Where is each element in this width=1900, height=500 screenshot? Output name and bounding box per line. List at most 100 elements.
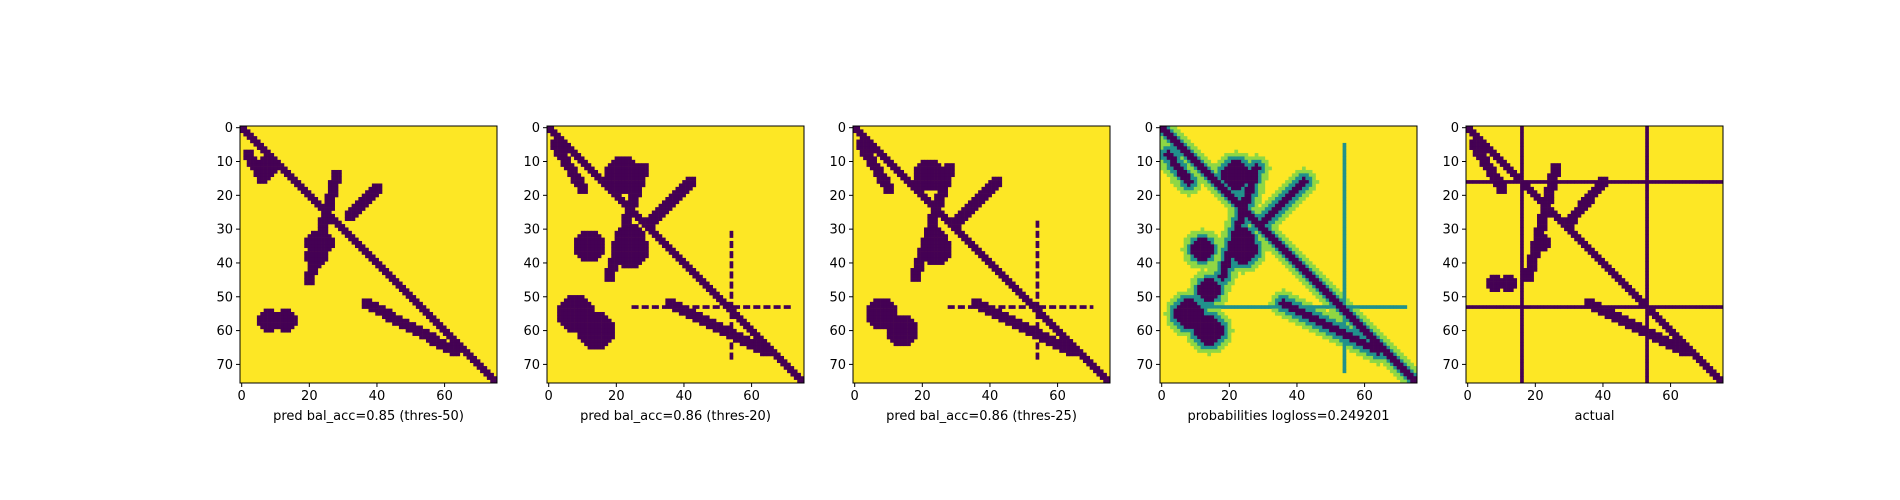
heatmap-cell: [638, 193, 642, 198]
heatmap-cell: [1234, 224, 1239, 228]
heatmap-cell: [1271, 234, 1276, 238]
heatmap-cell: [240, 126, 244, 130]
heatmap-cell: [577, 180, 582, 184]
heatmap-cell: [1251, 220, 1255, 225]
heatmap-cell: [886, 176, 891, 181]
heatmap-cell: [324, 213, 329, 218]
heatmap-cell: [1247, 159, 1252, 164]
heatmap-cell: [560, 305, 565, 309]
heatmap-cell: [436, 318, 440, 323]
heatmap-cell: [1268, 305, 1272, 309]
heatmap-cell: [327, 237, 332, 242]
heatmap-cell: [553, 129, 558, 134]
heatmap-cell: [1288, 193, 1293, 198]
heatmap-cell: [1291, 264, 1296, 269]
heatmap-cell: [924, 227, 928, 232]
heatmap-cell: [729, 234, 734, 238]
heatmap-cell: [920, 180, 925, 184]
heatmap-cell: [1513, 169, 1518, 174]
heatmap-cell: [634, 247, 639, 252]
heatmap-cell: [321, 247, 325, 252]
heatmap-cell: [1170, 156, 1174, 161]
heatmap-cell: [944, 190, 948, 194]
heatmap-cell: [1258, 254, 1262, 259]
heatmap-cell: [1295, 311, 1299, 316]
heatmap-cell: [883, 180, 888, 184]
heatmap-cell: [893, 315, 898, 320]
heatmap-cell: [1318, 311, 1323, 316]
heatmap-cell: [1200, 268, 1205, 272]
heatmap-cell: [395, 278, 400, 282]
heatmap-cell: [1570, 220, 1575, 225]
heatmap-cell: [1011, 325, 1016, 330]
heatmap-cell: [1197, 230, 1201, 235]
heatmap-cell: [412, 322, 417, 326]
heatmap-cell: [624, 213, 629, 218]
heatmap-cell: [1342, 284, 1347, 289]
heatmap-cell: [1220, 281, 1225, 286]
heatmap-cell: [1476, 139, 1480, 144]
heatmap-cell: [1234, 156, 1239, 161]
heatmap-cell: [1298, 305, 1303, 309]
heatmap-cell: [567, 298, 571, 303]
heatmap-cell: [1342, 173, 1347, 178]
heatmap-cell: [580, 234, 585, 238]
heatmap-cell: [716, 305, 720, 309]
heatmap-cell: [880, 153, 884, 157]
heatmap-cell: [1247, 257, 1252, 262]
heatmap-cell: [594, 247, 599, 252]
heatmap-cell: [604, 339, 609, 343]
heatmap-cell: [1200, 153, 1205, 157]
heatmap-cell: [1291, 251, 1296, 255]
heatmap-cell: [1210, 247, 1215, 252]
heatmap-cell: [1241, 261, 1245, 265]
heatmap-cell: [597, 339, 602, 343]
heatmap-cell: [940, 217, 945, 221]
heatmap-cell: [1550, 169, 1555, 174]
heatmap-cell: [1231, 244, 1235, 249]
heatmap-cell: [250, 163, 254, 167]
heatmap-cell: [1298, 268, 1303, 272]
heatmap-cell: [1210, 254, 1215, 259]
heatmap-cell: [1203, 264, 1208, 269]
heatmap-cell: [1695, 180, 1700, 184]
heatmap-cell: [1069, 305, 1074, 309]
heatmap-cell: [729, 240, 734, 245]
heatmap-cell: [1472, 136, 1477, 140]
heatmap-cell: [621, 247, 626, 252]
heatmap-cell: [678, 311, 683, 316]
heatmap-cell: [436, 335, 440, 340]
heatmap-cell: [699, 315, 703, 320]
heatmap-cell: [1342, 193, 1347, 198]
heatmap-cell: [1274, 230, 1279, 235]
heatmap-cell: [1264, 237, 1269, 242]
heatmap-cell: [584, 166, 588, 171]
heatmap-cell: [1173, 153, 1178, 157]
heatmap-cell: [678, 190, 683, 194]
heatmap-cell: [1288, 295, 1293, 299]
heatmap-cell: [1261, 254, 1266, 259]
heatmap-cell: [1183, 136, 1188, 140]
heatmap-cell: [1086, 359, 1091, 364]
heatmap-cell: [1197, 237, 1201, 242]
heatmap-cell: [341, 224, 346, 228]
y-tick-label: 40: [216, 256, 233, 271]
heatmap-cell: [1244, 224, 1249, 228]
heatmap-cell: [1187, 328, 1191, 333]
heatmap-cell: [601, 240, 605, 245]
heatmap-cell: [574, 244, 578, 249]
heatmap-cell: [594, 257, 599, 262]
heatmap-cell: [563, 139, 568, 144]
heatmap-cell: [1305, 183, 1310, 188]
heatmap-cell: [1543, 197, 1548, 201]
heatmap-cell: [1251, 237, 1255, 242]
heatmap-cell: [1237, 190, 1242, 194]
heatmap-cell: [567, 146, 571, 150]
heatmap-cell: [1173, 126, 1178, 130]
heatmap-cell: [601, 315, 605, 320]
heatmap-cell: [702, 318, 707, 323]
heatmap-cell: [1668, 180, 1673, 184]
heatmap-cell: [553, 142, 558, 147]
heatmap-cell: [1264, 247, 1269, 252]
heatmap-cell: [1345, 315, 1350, 320]
